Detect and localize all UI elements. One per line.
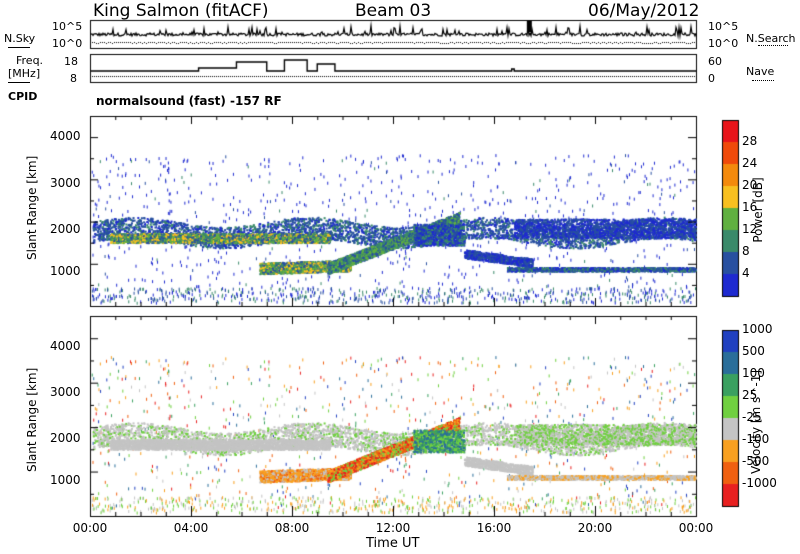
colorbar-tick: 24	[742, 156, 758, 170]
station-title: King Salmon (fitACF)	[93, 1, 269, 21]
colorbar-tick: 100	[742, 366, 765, 380]
colorbar-tick: -25	[742, 410, 762, 424]
noise-tick-left-top: 10^5	[52, 20, 83, 33]
colorbar-tick: 25	[742, 388, 758, 402]
noise-tick-right-bottom: 10^0	[708, 37, 739, 50]
freq-label: Freq.	[16, 54, 44, 67]
cpid-label: CPID	[8, 90, 38, 103]
colorbar-tick: 20	[742, 178, 758, 192]
power-ytick-4000: 4000	[50, 129, 81, 143]
colorbar-tick: 8	[742, 244, 750, 258]
noise-tick-left-bottom: 10^0	[52, 37, 83, 50]
velocity-ylabel: Slant Range [km]	[25, 367, 39, 472]
power-ytick-3000: 3000	[50, 176, 81, 190]
nave-label: Nave	[746, 65, 775, 78]
colorbar-tick: -100	[742, 432, 770, 446]
colorbar-tick: 4	[742, 266, 750, 280]
nave-tick-top: 60	[708, 55, 722, 68]
x-tick-label: 16:00	[476, 521, 512, 535]
colorbar-tick: -500	[742, 454, 770, 468]
x-axis-label: Time UT	[366, 536, 420, 551]
colorbar-tick: 500	[742, 344, 765, 358]
freq-line	[8, 82, 30, 83]
colorbar-tick: 16	[742, 200, 758, 214]
cpid-text: normalsound (fast) -157 RF	[96, 94, 282, 108]
power-ytick-2000: 2000	[50, 222, 81, 236]
freq-unit: [MHz]	[8, 67, 41, 80]
x-tick-label: 08:00	[274, 521, 310, 535]
date-title: 06/May/2012	[588, 1, 700, 21]
x-tick-label: 12:00	[375, 521, 411, 535]
nsearch-label: N.Search	[746, 32, 796, 45]
colorbar-tick: 12	[742, 222, 758, 236]
power-ytick-1000: 1000	[50, 264, 81, 278]
colorbar-tick: 28	[742, 134, 758, 148]
x-tick-label: 00:00	[72, 521, 108, 535]
freq-tick-top: 18	[64, 55, 78, 68]
velocity-ytick-2000: 2000	[50, 431, 81, 445]
x-tick-label: 00:00	[678, 521, 714, 535]
power-ylabel: Slant Range [km]	[25, 155, 39, 260]
nsky-line	[8, 47, 30, 48]
beam-title: Beam 03	[355, 1, 432, 21]
velocity-ytick-3000: 3000	[50, 385, 81, 399]
nsky-label: N.Sky	[4, 32, 36, 45]
nsearch-dots	[758, 45, 788, 46]
nave-tick-bottom: 0	[708, 72, 715, 85]
nave-dots	[752, 80, 774, 81]
freq-tick-bottom: 8	[70, 72, 77, 85]
x-tick-label: 20:00	[577, 521, 613, 535]
colorbar-tick: 1000	[742, 322, 773, 336]
velocity-ytick-4000: 4000	[50, 339, 81, 353]
noise-tick-right-top: 10^5	[708, 20, 739, 33]
colorbar-tick: -1000	[742, 476, 777, 490]
velocity-ytick-1000: 1000	[50, 473, 81, 487]
x-tick-label: 04:00	[173, 521, 209, 535]
